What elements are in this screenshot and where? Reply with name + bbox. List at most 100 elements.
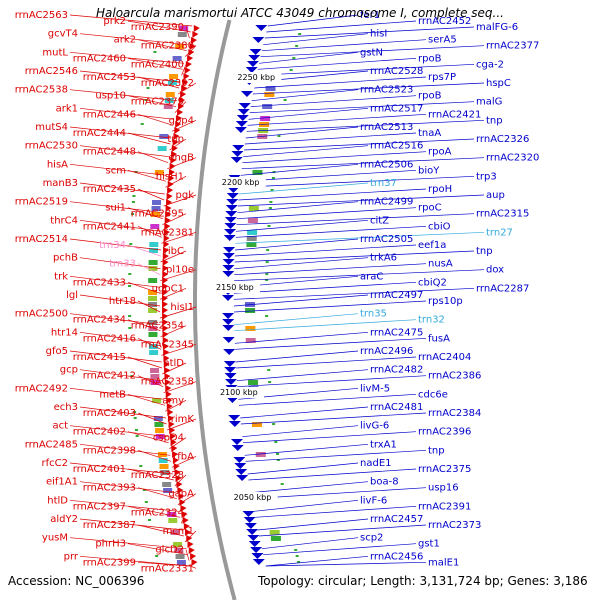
gene-label[interactable]: rrnAC2392	[141, 78, 194, 89]
gene-label[interactable]: mcm1	[163, 526, 194, 537]
gene-label[interactable]: cbiQ2	[418, 277, 447, 288]
gene-label[interactable]: rrnAC2398	[83, 445, 136, 456]
gene-label[interactable]: rrnAC2446	[83, 109, 136, 120]
gene-label[interactable]: scp2	[360, 533, 383, 544]
gene-label[interactable]: mutS4	[35, 122, 68, 133]
gene-label[interactable]: rrnAC2287	[476, 283, 529, 294]
gene-label[interactable]: gapA	[168, 489, 194, 500]
gene-label[interactable]: rrnAC2523	[360, 85, 413, 96]
gene-label[interactable]: trn35	[360, 309, 387, 320]
gene-label[interactable]: tnp	[486, 115, 503, 126]
gene-label[interactable]: rrnAC2379	[131, 97, 184, 108]
gene-label[interactable]: thrC4	[50, 215, 78, 226]
gene-label[interactable]: trn34	[99, 240, 126, 251]
gene-label[interactable]: aup	[486, 190, 505, 201]
gene-label[interactable]: rrnAC2453	[83, 72, 136, 83]
gene-label[interactable]: rpl10e	[162, 265, 194, 276]
gene-label[interactable]: rrnAC2393	[83, 483, 136, 494]
gene-label[interactable]: rrnAC2373	[428, 520, 481, 531]
gene-label[interactable]: rimK	[171, 414, 195, 425]
gene-label[interactable]: rrnAC2538	[15, 85, 68, 96]
gene-label[interactable]: rrnAC2505	[360, 234, 413, 245]
gene-label[interactable]: rrnAC2400	[131, 59, 184, 70]
gene-label[interactable]: rrnAC2444	[73, 128, 126, 139]
gene-label[interactable]: prk2	[103, 16, 126, 27]
gene-label[interactable]: sui1	[105, 203, 126, 214]
gene-label[interactable]: malFG-6	[476, 22, 518, 33]
gene-label[interactable]: bioY	[418, 165, 440, 176]
gene-label[interactable]: rrnAC2358	[141, 377, 194, 388]
gene-label[interactable]: rrnAC2546	[25, 66, 78, 77]
gene-label[interactable]: rps7P	[428, 72, 456, 83]
gene-label[interactable]: rrnAC2396	[418, 427, 471, 438]
gene-label[interactable]: rrnAC2516	[370, 141, 423, 152]
gene-label[interactable]: serA5	[428, 35, 457, 46]
gene-label[interactable]: glcD2	[155, 545, 184, 556]
gene-label[interactable]: rrnAC2416	[83, 333, 136, 344]
gene-label[interactable]: usp16	[428, 483, 459, 494]
gene-label[interactable]: hisA	[47, 159, 68, 170]
gene-label[interactable]: rrnAC2485	[25, 439, 78, 450]
gene-label[interactable]: rrnAC2375	[418, 464, 471, 475]
gene-label[interactable]: citZ	[370, 215, 389, 226]
gene-label[interactable]: fusA	[428, 333, 450, 344]
gene-label[interactable]: gstN	[360, 47, 383, 58]
gene-label[interactable]: rrnAC2517	[370, 103, 423, 114]
gene-label[interactable]: dox	[486, 265, 504, 276]
gene-label[interactable]: trn27	[486, 227, 513, 238]
gene-label[interactable]: trk	[54, 271, 68, 282]
gene-label[interactable]: eif1A1	[46, 477, 78, 488]
gene-label[interactable]: eef1a	[418, 240, 446, 251]
gene-label[interactable]: nadE1	[360, 458, 392, 469]
gene-label[interactable]: tnaA	[418, 128, 441, 139]
gene-label[interactable]: rrnAC2563	[15, 10, 68, 21]
gene-label[interactable]: rrnAC2404	[418, 352, 471, 363]
gene-label[interactable]: cbiO	[428, 221, 451, 232]
gene-label[interactable]: htr18	[109, 296, 136, 307]
gene-label[interactable]: trxA1	[370, 439, 397, 450]
gene-label[interactable]: hisI1	[170, 302, 194, 313]
gene-label[interactable]: htlD	[163, 358, 184, 369]
gene-label[interactable]: pchB	[53, 253, 78, 264]
gene-label[interactable]: rrnAC2331	[141, 563, 194, 574]
gene-label[interactable]: gcvT4	[48, 29, 78, 40]
gene-label[interactable]: rrnAC2452	[418, 16, 471, 27]
gene-label[interactable]: rrnAC2492	[15, 383, 68, 394]
gene-label[interactable]: gst1	[418, 539, 440, 550]
gene-label[interactable]: rrnAC2457	[370, 514, 423, 525]
gene-label[interactable]: trkA6	[370, 253, 397, 264]
gene-label[interactable]: act	[52, 421, 68, 432]
gene-label[interactable]: malG	[476, 97, 502, 108]
gene-label[interactable]: ribC	[164, 246, 184, 257]
gene-label[interactable]: trn37	[370, 178, 397, 189]
gene-label[interactable]: metB	[99, 389, 126, 400]
gene-label[interactable]: rrnAC2448	[83, 147, 136, 158]
gene-label[interactable]: hspC	[486, 78, 511, 89]
gene-label[interactable]: rrnAC2326	[476, 134, 529, 145]
gene-label[interactable]: tnp	[167, 134, 184, 145]
gene-label[interactable]: rrnAC2380	[141, 41, 194, 52]
gene-label[interactable]: rrnAC2354	[131, 321, 184, 332]
gene-label[interactable]: livM-5	[360, 383, 390, 394]
gene-label[interactable]: rpoC	[418, 203, 442, 214]
gene-label[interactable]: cspD4	[153, 433, 184, 444]
gene-label[interactable]: rrnAC2434	[73, 315, 126, 326]
gene-label[interactable]: rrnAC2315	[476, 209, 529, 220]
gene-label[interactable]: pgk	[176, 190, 195, 201]
gene-label[interactable]: rfbA	[173, 451, 194, 462]
gene-label[interactable]: rrnAC2421	[428, 109, 481, 120]
gene-label[interactable]: rrnAC2497	[370, 290, 423, 301]
gene-label[interactable]: nusA	[428, 259, 453, 270]
gene-label[interactable]: rpoA	[428, 147, 452, 158]
gene-label[interactable]: rrnAC2530	[25, 141, 78, 152]
gene-label[interactable]: rrnAC2377	[486, 41, 539, 52]
gene-label[interactable]: trn33	[109, 259, 136, 270]
gene-label[interactable]: rrnAC2514	[15, 234, 68, 245]
gene-label[interactable]: mutL	[42, 47, 68, 58]
gene-label[interactable]: rrnAC2402	[73, 427, 126, 438]
gene-label[interactable]: gbp4	[169, 115, 194, 126]
gene-label[interactable]: htr14	[51, 327, 78, 338]
gene-label[interactable]: gcp	[60, 365, 78, 376]
gene-label[interactable]: rfcC2	[42, 458, 68, 469]
gene-label[interactable]: ark2	[114, 35, 136, 46]
